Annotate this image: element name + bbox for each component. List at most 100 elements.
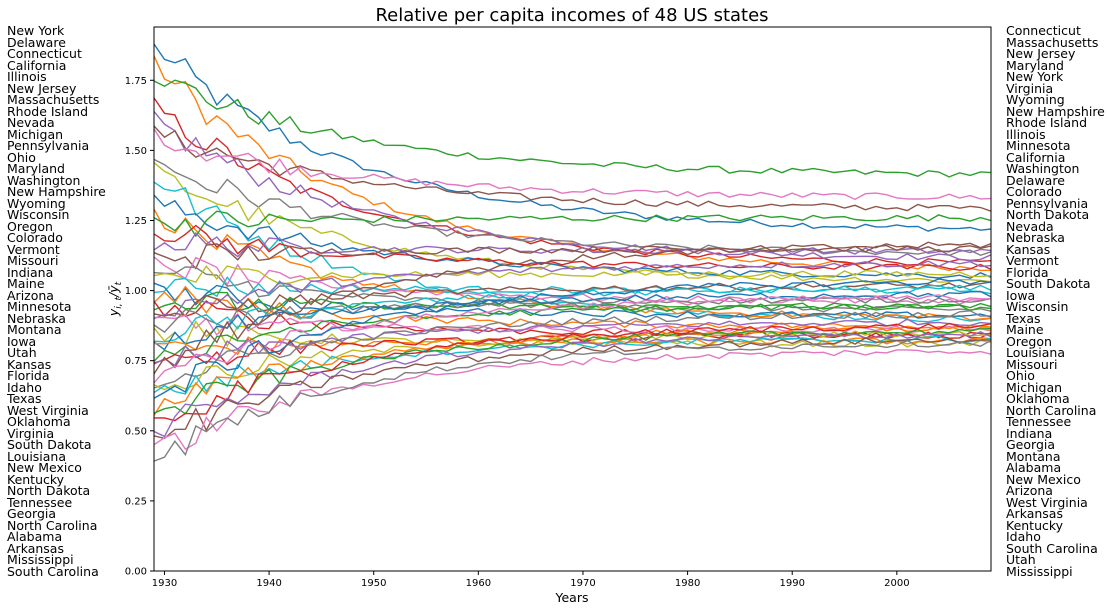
series-line-virginia — [153, 241, 992, 375]
right-state-label: Idaho — [1006, 529, 1041, 544]
left-state-label: Pennsylvania — [7, 138, 90, 153]
right-state-label: Mississippi — [1006, 563, 1073, 579]
left-state-label: Tennessee — [7, 494, 73, 510]
left-state-label: Minnesota — [7, 299, 72, 314]
y-tick-label: 0.75 — [125, 356, 147, 367]
left-state-label: Oklahoma — [7, 414, 71, 429]
x-tick-label: 1940 — [256, 578, 281, 589]
right-state-label: Michigan — [1006, 379, 1063, 395]
left-state-label: Washington — [7, 172, 81, 188]
left-state-label: Missouri — [7, 253, 59, 268]
right-state-label: Arizona — [1006, 483, 1053, 498]
x-tick-label: 1950 — [361, 578, 386, 589]
x-tick-label: 1970 — [570, 578, 595, 589]
left-state-label: Virginia — [7, 425, 55, 441]
right-state-label: Texas — [1006, 310, 1041, 326]
right-state-label: Montana — [1006, 448, 1061, 464]
left-state-label: Ohio — [7, 149, 36, 165]
series-line-wisconsin — [153, 256, 992, 306]
left-state-label: New Mexico — [7, 460, 82, 475]
series-line-new-york — [153, 43, 992, 232]
series-line-new-jersey — [153, 125, 992, 212]
series-line-georgia — [153, 327, 992, 415]
left-state-ranking: New York Delaware Connecticut California Ill… — [7, 25, 106, 577]
series-line-texas — [153, 302, 992, 362]
left-state-label: Utah — [7, 345, 37, 360]
x-tick-label: 1930 — [152, 578, 177, 589]
right-state-label: New Mexico — [1006, 471, 1081, 487]
right-state-label: Georgia — [1006, 437, 1056, 452]
right-state-label: Wyoming — [1006, 92, 1065, 107]
left-state-label: Arkansas — [7, 540, 64, 556]
left-state-label: Rhode Island — [7, 103, 89, 119]
series-line-indiana — [153, 285, 992, 331]
x-tick-label: 2000 — [884, 578, 909, 589]
right-state-label: Illinois — [1006, 126, 1046, 142]
left-state-label: West Virginia — [7, 402, 89, 418]
right-state-label: Maine — [1006, 322, 1044, 337]
left-state-label: Maine — [7, 276, 45, 291]
series-line-colorado — [153, 265, 992, 285]
right-state-label: West Virginia — [1006, 494, 1088, 510]
right-state-label: Vermont — [1006, 253, 1059, 268]
right-state-label: Oregon — [1006, 333, 1052, 349]
series-line-north-carolina — [153, 322, 992, 422]
series-line-connecticut — [153, 79, 992, 178]
y-tick-label: 1.25 — [125, 216, 147, 227]
y-tick-label: 1.00 — [125, 286, 147, 297]
right-state-label: Louisiana — [1006, 345, 1066, 360]
right-state-label: Kansas — [1006, 241, 1051, 257]
right-state-label: Delaware — [1006, 172, 1065, 188]
left-state-label: Oregon — [7, 218, 53, 234]
right-state-label: Iowa — [1006, 287, 1036, 303]
series-line-north-dakota — [153, 278, 992, 399]
series-line-south-dakota — [153, 294, 992, 384]
right-state-label: Maryland — [1006, 57, 1064, 73]
left-state-label: Arizona — [7, 287, 54, 303]
y-tick-label: 0.50 — [125, 426, 147, 437]
left-state-label: Nebraska — [7, 310, 66, 326]
series-line-maryland — [153, 210, 992, 238]
left-state-label: Colorado — [7, 230, 63, 245]
series-line-new-mexico — [153, 330, 992, 391]
series-line-oklahoma — [153, 318, 992, 367]
series-line-minnesota — [153, 260, 992, 320]
series-line-new-hampshire — [153, 231, 992, 258]
left-state-label: Vermont — [7, 241, 60, 257]
series-line-pennsylvania — [153, 194, 992, 279]
chart-title: Relative per capita incomes of 48 US sta… — [375, 5, 768, 26]
left-state-label: Louisiana — [7, 448, 67, 464]
left-state-label: Illinois — [7, 69, 47, 84]
right-state-label: Rhode Island — [1006, 115, 1088, 130]
left-state-label: South Carolina — [7, 563, 99, 579]
right-state-label: Connecticut — [1006, 23, 1081, 38]
y-tick-label: 1.50 — [125, 146, 147, 157]
series-line-rhode-island — [153, 158, 992, 257]
left-state-label: Kansas — [7, 356, 52, 372]
left-state-label: Maryland — [7, 161, 65, 176]
left-state-label: New York — [7, 23, 65, 38]
series-line-alabama — [153, 331, 992, 438]
left-state-label: Florida — [7, 368, 50, 383]
left-state-label: North Carolina — [7, 517, 98, 533]
plot-frame — [153, 26, 992, 572]
left-state-label: Kentucky — [7, 471, 65, 487]
left-state-label: Wyoming — [7, 195, 66, 211]
right-state-label: Arkansas — [1006, 506, 1063, 521]
left-state-label: North Dakota — [7, 483, 91, 498]
right-state-label: New Hampshire — [1006, 103, 1105, 119]
left-state-label: Mississippi — [7, 552, 74, 567]
left-state-label: Wisconsin — [7, 207, 70, 222]
right-state-label: Tennessee — [1006, 414, 1072, 429]
right-state-label: Oklahoma — [1006, 391, 1070, 406]
y-axis: 0.00 0.25 0.50 0.75 1.00 1.25 1.50 1.75 — [125, 76, 154, 578]
right-state-label: Kentucky — [1006, 517, 1064, 533]
y-tick-label: 0.00 — [125, 567, 147, 578]
right-state-label: Utah — [1006, 552, 1036, 567]
right-state-label: North Dakota — [1006, 207, 1090, 222]
right-state-label: Minnesota — [1006, 138, 1071, 153]
series-line-california — [153, 97, 992, 266]
right-state-label: Ohio — [1006, 368, 1035, 383]
series-line-nebraska — [153, 281, 992, 317]
right-state-label: Massachusetts — [1006, 34, 1099, 50]
